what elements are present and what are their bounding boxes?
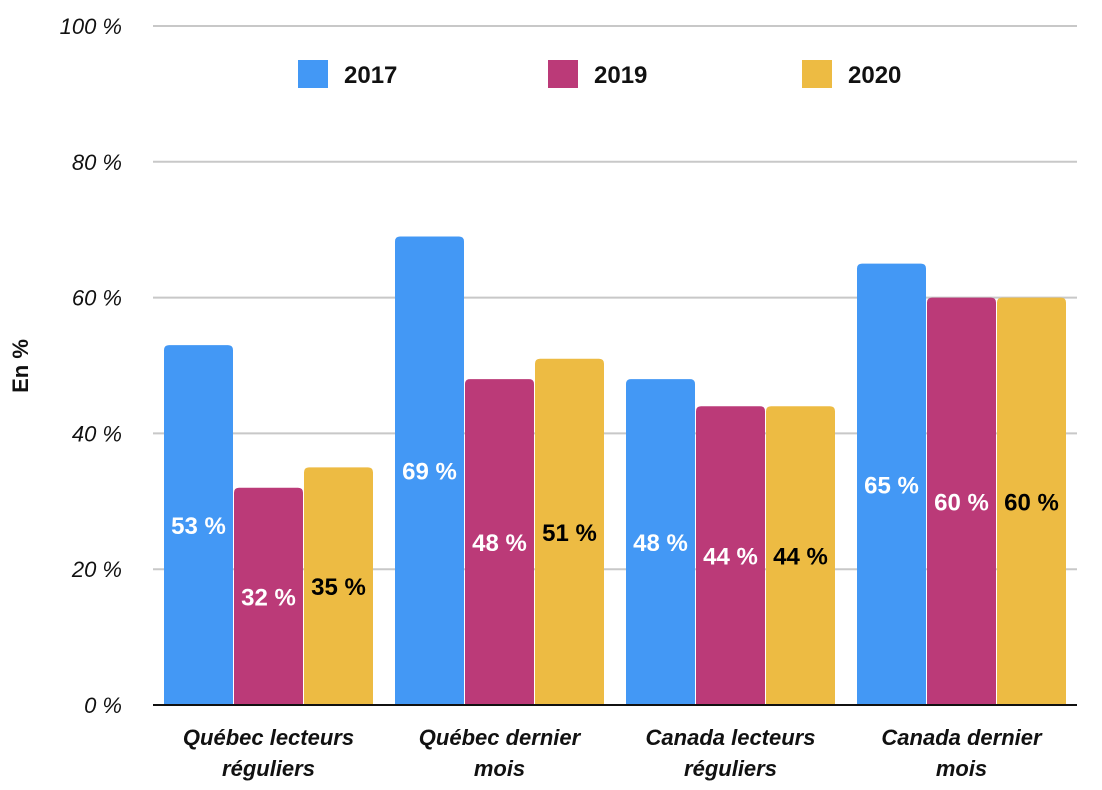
bar-group: 48 % 44 % 44 % <box>626 379 835 705</box>
y-tick-label: 20 % <box>71 557 122 582</box>
data-label: 69 % <box>402 459 457 486</box>
bar-2019 <box>234 487 303 705</box>
y-tick-label: 0 % <box>84 693 122 718</box>
x-tick-label: Québec dernier mois <box>419 725 582 781</box>
legend-swatch <box>548 60 578 88</box>
x-tick-label: Canada lecteurs réguliers <box>646 725 816 781</box>
bar-group: 69 % 48 % 51 % <box>395 236 604 706</box>
legend-label: 2017 <box>344 62 397 89</box>
data-label: 51 % <box>542 520 597 547</box>
data-label: 60 % <box>1004 489 1059 516</box>
legend: 2017 2019 2020 <box>298 60 901 89</box>
bar-2019 <box>465 379 534 705</box>
x-tick-label: Canada dernier mois <box>881 725 1043 781</box>
x-axis: Québec lecteurs réguliers Québec dernier mo… <box>153 704 1077 781</box>
legend-label: 2020 <box>848 62 901 89</box>
legend-swatch <box>802 60 832 88</box>
data-label: 44 % <box>703 544 758 571</box>
bar-2017 <box>395 236 464 706</box>
data-label: 65 % <box>864 472 919 499</box>
data-label: 32 % <box>241 584 296 611</box>
legend-label: 2019 <box>594 62 647 89</box>
data-label: 53 % <box>171 513 226 540</box>
data-label: 48 % <box>633 530 688 557</box>
data-label: 48 % <box>472 530 527 557</box>
bar-2019 <box>927 297 996 705</box>
legend-item-2017: 2017 <box>298 60 397 89</box>
bar-2020 <box>997 297 1066 705</box>
bar-2020 <box>304 467 373 705</box>
data-label: 35 % <box>311 574 366 601</box>
y-tick-label: 60 % <box>72 286 122 311</box>
y-tick-label: 80 % <box>72 150 122 175</box>
bar-2017 <box>857 263 926 705</box>
legend-item-2019: 2019 <box>548 60 647 89</box>
data-label: 44 % <box>773 544 828 571</box>
bars: 53 % 32 % 35 % 69 % 48 % 51 % 48 % 44 % 44 % 65 %… <box>164 236 1066 706</box>
y-axis-title: En % <box>8 339 33 393</box>
x-tick-label: Québec lecteurs réguliers <box>183 725 354 781</box>
y-axis: 0 % 20 % 40 % 60 % 80 % 100 % <box>60 14 122 718</box>
bar-2020 <box>766 406 835 705</box>
bar-2017 <box>626 379 695 705</box>
bar-2019 <box>696 406 765 705</box>
legend-item-2020: 2020 <box>802 60 901 89</box>
y-tick-label: 100 % <box>60 14 122 39</box>
y-tick-label: 40 % <box>72 421 122 446</box>
data-label: 60 % <box>934 489 989 516</box>
bar-2020 <box>535 358 604 705</box>
bar-group: 53 % 32 % 35 % <box>164 345 373 705</box>
bar-group: 65 % 60 % 60 % <box>857 263 1066 705</box>
bar-2017 <box>164 345 233 705</box>
legend-swatch <box>298 60 328 88</box>
